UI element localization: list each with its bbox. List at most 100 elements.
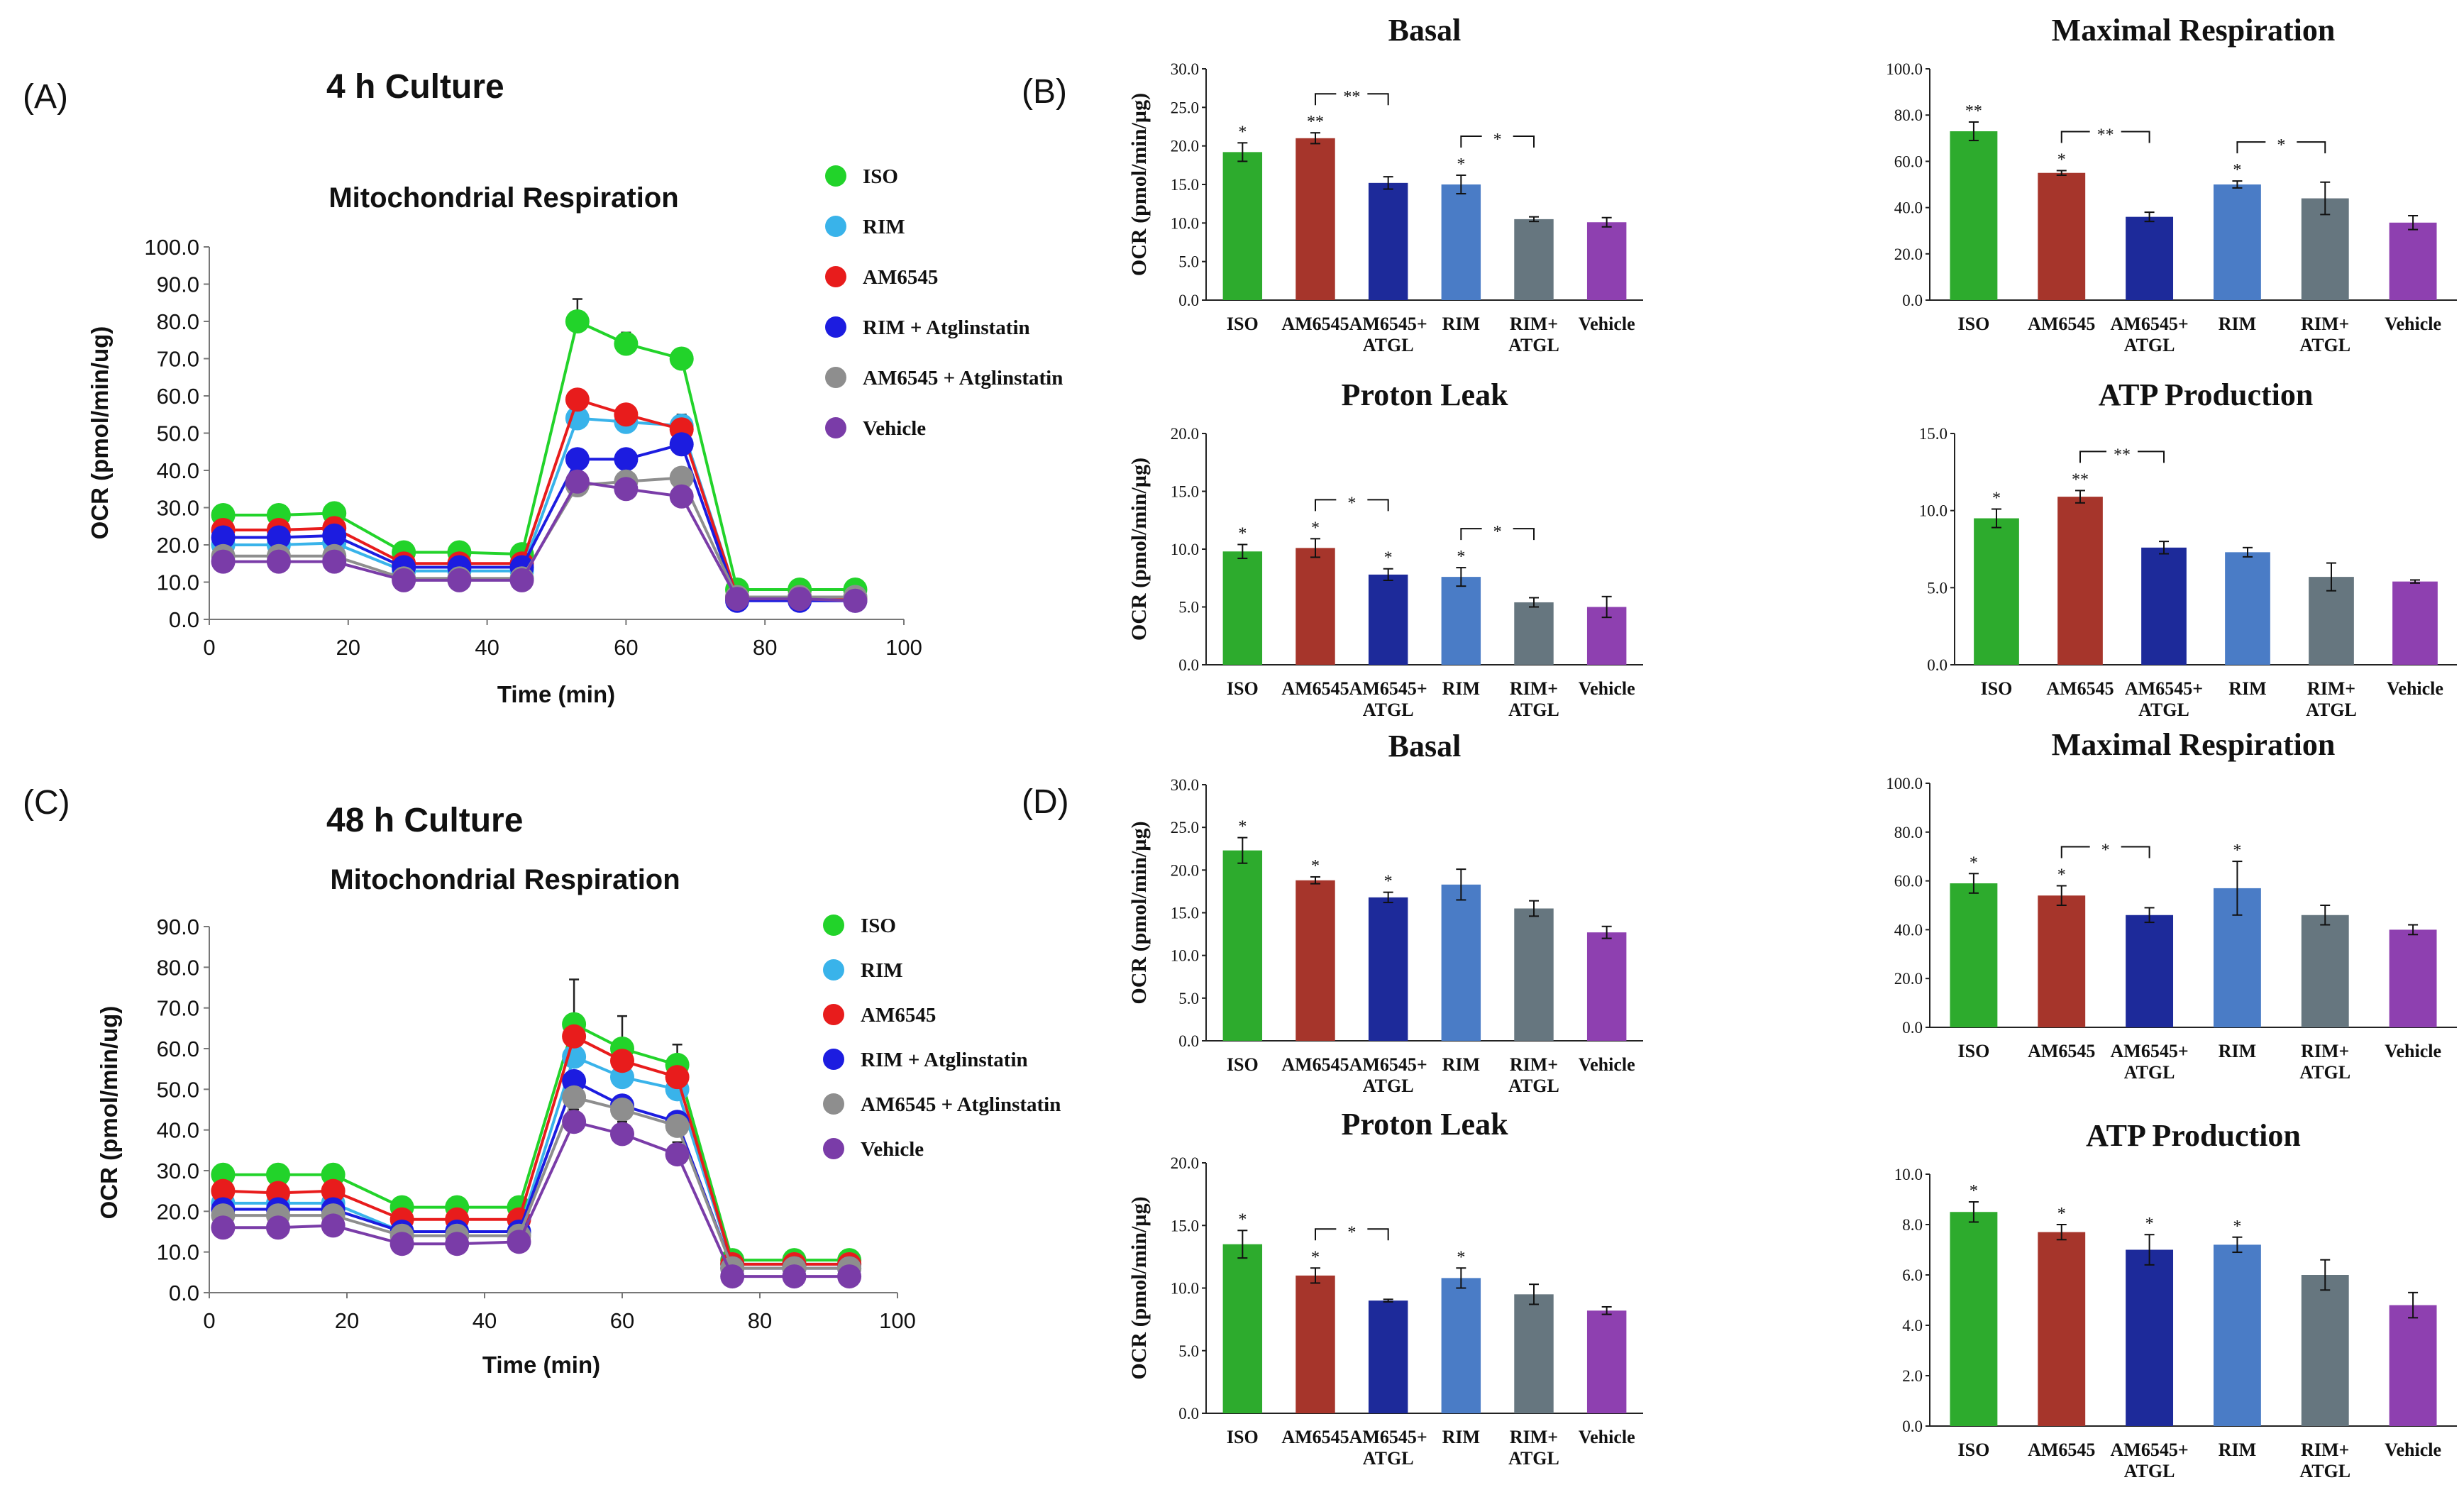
bar-rim-atgl bbox=[1514, 219, 1554, 300]
bar-chart-b3: Proton Leak 0.0 5.0 10.0 15.0 20.0 OCR (pmol/m… bbox=[1127, 377, 1643, 720]
category-label: RIM+ bbox=[1510, 678, 1558, 699]
data-point bbox=[392, 568, 416, 592]
bar-rim-atgl bbox=[1514, 1294, 1554, 1413]
bracket-gap bbox=[1336, 1222, 1368, 1237]
y-tick-label: 60.0 bbox=[157, 384, 199, 409]
bar-am6545-atgl bbox=[1368, 182, 1408, 300]
bar-am6545 bbox=[1295, 548, 1335, 665]
significance-star: * bbox=[1992, 489, 2001, 507]
bar-iso bbox=[1222, 551, 1263, 665]
bracket-label: * bbox=[1493, 131, 1502, 149]
data-point bbox=[614, 402, 639, 427]
data-point bbox=[565, 469, 590, 494]
y-tick-label: 70.0 bbox=[157, 996, 199, 1021]
category-label: AM6545 bbox=[2028, 314, 2095, 334]
category-label: ISO bbox=[1981, 678, 2013, 699]
bar-chart-b2: Maximal Respiration 0.0 20.0 40.0 60.0 80.0 10… bbox=[1886, 13, 2457, 355]
x-tick-label: 20 bbox=[336, 635, 360, 660]
legend-label: AM6545 bbox=[861, 1004, 936, 1027]
data-point bbox=[788, 587, 812, 612]
series-am6545 bbox=[211, 387, 868, 612]
category-label: ATGL bbox=[2299, 1461, 2350, 1481]
data-point bbox=[665, 1113, 690, 1138]
significance-star: * bbox=[1384, 549, 1393, 568]
data-point bbox=[445, 1232, 470, 1256]
bar-rim-atgl bbox=[2301, 198, 2349, 300]
significance-star: * bbox=[2057, 1205, 2066, 1223]
bar-iso bbox=[1974, 518, 2019, 665]
data-point bbox=[266, 1162, 290, 1187]
y-tick-label: 20.0 bbox=[157, 533, 199, 558]
category-label: AM6545+ bbox=[1349, 1427, 1427, 1447]
y-tick-label: 90.0 bbox=[157, 915, 199, 939]
data-point bbox=[447, 568, 472, 592]
category-label: AM6545 bbox=[1281, 1427, 1349, 1447]
y-tick-label: 20.0 bbox=[1894, 970, 1923, 988]
y-tick-label: 60.0 bbox=[1894, 873, 1923, 890]
panel-label: (B) bbox=[1022, 73, 1067, 111]
panel-label: (A) bbox=[23, 78, 68, 116]
bracket-gap bbox=[1336, 87, 1368, 101]
y-tick-label: 80.0 bbox=[1894, 824, 1923, 841]
significance-bracket: * bbox=[1315, 1222, 1389, 1242]
x-tick-label: 40 bbox=[473, 1308, 497, 1333]
category-label: RIM bbox=[1442, 314, 1480, 334]
legend-label: AM6545 bbox=[863, 266, 938, 289]
y-tick-label: 60.0 bbox=[157, 1037, 199, 1061]
category-label: Vehicle bbox=[2385, 1440, 2441, 1460]
bar-vehicle bbox=[1586, 932, 1627, 1041]
data-point bbox=[321, 1178, 346, 1203]
chart-title: Mitochondrial Respiration bbox=[330, 864, 680, 895]
legend-marker bbox=[823, 959, 844, 980]
y-tick-label: 100.0 bbox=[1886, 60, 1923, 78]
category-label: RIM+ bbox=[2301, 314, 2349, 334]
significance-star: * bbox=[1238, 818, 1247, 836]
bar-rim bbox=[1441, 1278, 1481, 1413]
bar-vehicle bbox=[1586, 222, 1627, 300]
category-label: AM6545+ bbox=[1349, 314, 1427, 334]
bar-rim-atgl bbox=[2301, 1275, 2349, 1426]
bracket-label: * bbox=[2277, 136, 2285, 155]
category-label: RIM bbox=[1442, 1427, 1480, 1447]
category-label: ISO bbox=[1958, 1041, 1990, 1061]
data-point bbox=[562, 1024, 587, 1049]
data-point bbox=[562, 1110, 587, 1134]
y-tick-label: 70.0 bbox=[157, 347, 199, 372]
category-label: AM6545+ bbox=[2111, 1041, 2189, 1061]
category-label: RIM+ bbox=[1510, 314, 1558, 334]
category-label: ATGL bbox=[1363, 1448, 1414, 1469]
data-point bbox=[610, 1098, 634, 1122]
y-tick-label: 5.0 bbox=[1178, 990, 1199, 1007]
legend-marker bbox=[825, 367, 846, 388]
category-label: ATGL bbox=[1363, 1076, 1414, 1096]
significance-bracket: * bbox=[1460, 128, 1535, 149]
series-iso bbox=[211, 978, 862, 1273]
data-point bbox=[843, 588, 868, 613]
bar-chart-d2: Maximal Respiration 0.0 20.0 40.0 60.0 80.0 10… bbox=[1886, 727, 2457, 1083]
bar-chart-d3: Proton Leak 0.0 5.0 10.0 15.0 20.0 OCR (pmol/m… bbox=[1127, 1107, 1643, 1469]
category-label: ISO bbox=[1227, 678, 1259, 699]
y-tick-label: 25.0 bbox=[1171, 99, 1199, 116]
data-point bbox=[211, 1178, 236, 1203]
bar-chart-b4: ATP Production 0.0 5.0 10.0 15.0 * ISO ** AM6545… bbox=[1919, 377, 2457, 720]
bar-rim-atgl bbox=[2309, 577, 2354, 665]
bar-iso bbox=[1222, 850, 1263, 1041]
y-tick-label: 0.0 bbox=[1902, 1019, 1923, 1037]
data-point bbox=[507, 1230, 531, 1254]
bracket-label: ** bbox=[2097, 126, 2114, 144]
data-point bbox=[211, 1215, 236, 1240]
panel-label: (C) bbox=[23, 784, 70, 822]
legend-marker bbox=[825, 266, 846, 287]
legend-label: Vehicle bbox=[863, 417, 926, 440]
data-point bbox=[321, 1213, 346, 1238]
bar-rim bbox=[1441, 577, 1481, 665]
data-point bbox=[610, 1049, 634, 1073]
significance-star: * bbox=[2057, 866, 2066, 884]
significance-star: * bbox=[1238, 524, 1247, 543]
bracket-gap bbox=[1336, 492, 1368, 507]
bar-am6545-atgl bbox=[1368, 574, 1408, 665]
bracket-gap bbox=[2265, 135, 2297, 150]
y-tick-label: 2.0 bbox=[1902, 1367, 1923, 1385]
category-label: ATGL bbox=[1508, 335, 1559, 355]
